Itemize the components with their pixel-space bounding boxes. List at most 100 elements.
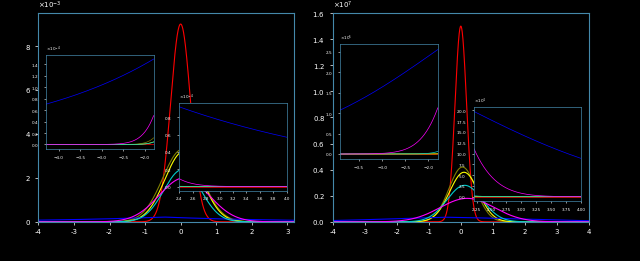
SD (35, 220, 42, 223)
MSM Strain (531, 220, 538, 223)
SD (329, 220, 337, 223)
S3Reg (342, 220, 349, 223)
Text: (a) Strain $J$.: (a) Strain $J$. (138, 244, 195, 258)
Line: DDR: DDR (38, 24, 294, 222)
S3Reg (159, 190, 166, 193)
Freesurfer (283, 220, 291, 223)
Freesurfer (291, 220, 298, 223)
S3Reg (284, 220, 291, 223)
Freesurfer (236, 217, 244, 220)
S3Reg (577, 220, 585, 223)
S3Reg (585, 220, 593, 223)
MSM Pair (284, 219, 291, 222)
MSM Strain (329, 220, 337, 223)
MSM Pair (159, 215, 166, 218)
MSM Pair (283, 218, 291, 222)
SD (179, 148, 186, 151)
DDR (453, 58, 461, 61)
MSM Strain (578, 220, 586, 223)
DDR (585, 220, 593, 223)
SD (291, 220, 298, 223)
MSM Pair (47, 218, 55, 222)
DDR (578, 220, 586, 223)
Freesurfer (531, 219, 538, 222)
MSM Pair (342, 219, 349, 222)
Line: SD: SD (333, 167, 589, 222)
MSM Pair (291, 219, 298, 222)
Line: MSM Pair: MSM Pair (38, 217, 294, 220)
S3Reg (291, 220, 298, 223)
MSM Strain (447, 188, 454, 192)
DDR (35, 220, 42, 223)
MSM Pair (152, 216, 160, 219)
Line: MSM Strain: MSM Strain (333, 172, 589, 222)
S3Reg (152, 201, 160, 204)
DDR (159, 180, 166, 183)
Legend: DDR, SD, MSM Strain, MSM Pair, S3Reg, Freesurfer: DDR, SD, MSM Strain, MSM Pair, S3Reg, Fr… (377, 16, 440, 72)
MSM Pair (531, 218, 538, 221)
SD (585, 220, 593, 223)
SD (577, 220, 585, 223)
SD (578, 220, 586, 223)
SD (342, 220, 349, 223)
MSM Pair (454, 216, 461, 219)
Line: SD: SD (38, 149, 294, 222)
Freesurfer (447, 201, 454, 204)
S3Reg (329, 220, 337, 223)
Freesurfer (159, 190, 166, 193)
SD (159, 176, 166, 179)
MSM Strain (180, 150, 188, 153)
MSM Strain (159, 182, 166, 186)
Freesurfer (578, 220, 586, 223)
Freesurfer (453, 198, 461, 201)
DDR (291, 220, 298, 223)
Freesurfer (463, 197, 471, 200)
Freesurfer (180, 176, 188, 180)
MSM Strain (236, 220, 244, 223)
SD (236, 219, 244, 222)
Line: DDR: DDR (333, 26, 589, 222)
DDR (283, 220, 291, 223)
Line: S3Reg: S3Reg (38, 170, 294, 222)
Freesurfer (342, 220, 349, 223)
MSM Strain (283, 220, 291, 223)
MSM Pair (35, 219, 42, 222)
Line: Freesurfer: Freesurfer (38, 178, 294, 222)
Freesurfer (585, 220, 593, 223)
Line: S3Reg: S3Reg (333, 185, 589, 222)
S3Reg (35, 220, 42, 223)
MSM Strain (577, 220, 585, 223)
MSM Pair (236, 218, 244, 221)
SD (447, 183, 454, 186)
S3Reg (236, 220, 244, 223)
MSM Strain (35, 220, 42, 223)
SD (283, 220, 291, 223)
DDR (457, 25, 465, 28)
DDR (329, 220, 337, 223)
Line: Freesurfer: Freesurfer (333, 198, 589, 222)
MSM Pair (159, 215, 167, 218)
SD (284, 220, 291, 223)
MSM Pair (578, 219, 586, 222)
DDR (577, 220, 585, 223)
SD (152, 191, 160, 194)
MSM Strain (342, 220, 349, 223)
S3Reg (283, 220, 291, 223)
S3Reg (447, 194, 454, 197)
S3Reg (461, 184, 468, 187)
S3Reg (47, 220, 55, 223)
MSM Pair (577, 219, 585, 222)
Text: (b) Strain $R$.: (b) Strain $R$. (430, 245, 492, 258)
Freesurfer (329, 220, 337, 223)
MSM Pair (585, 219, 593, 222)
MSM Pair (329, 219, 337, 222)
S3Reg (578, 220, 586, 223)
MSM Strain (460, 171, 468, 174)
Freesurfer (577, 220, 585, 223)
Freesurfer (35, 220, 42, 223)
MSM Strain (585, 220, 593, 223)
DDR (342, 220, 349, 223)
MSM Strain (291, 220, 298, 223)
S3Reg (453, 187, 461, 190)
Freesurfer (152, 197, 160, 200)
